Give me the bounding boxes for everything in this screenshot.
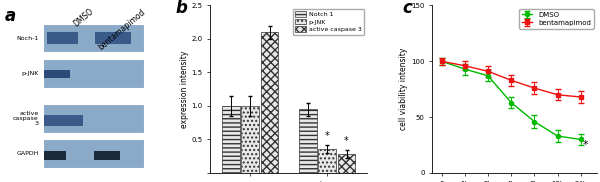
Y-axis label: cell viability intensity: cell viability intensity <box>400 48 409 130</box>
Bar <box>43 59 144 88</box>
Text: bentamapimod: bentamapimod <box>97 7 148 52</box>
Text: *: * <box>344 136 349 146</box>
Bar <box>43 139 144 168</box>
Bar <box>47 32 79 44</box>
Bar <box>338 154 355 173</box>
Text: *: * <box>325 131 329 141</box>
Bar <box>94 151 119 159</box>
Text: *: * <box>583 140 589 150</box>
Bar <box>43 104 144 133</box>
Bar <box>319 149 336 173</box>
Legend: DMSO, bentamapimod: DMSO, bentamapimod <box>519 9 593 29</box>
Text: p-JNK: p-JNK <box>21 71 38 76</box>
Bar <box>260 32 278 173</box>
Text: DMSO: DMSO <box>71 7 95 29</box>
Bar <box>241 106 259 173</box>
Y-axis label: expression intensity: expression intensity <box>179 50 188 128</box>
Text: b: b <box>176 0 187 17</box>
Legend: Notch 1, p-JNK, active caspase 3: Notch 1, p-JNK, active caspase 3 <box>293 9 364 35</box>
Text: Noch-1: Noch-1 <box>16 36 38 41</box>
Bar <box>44 151 65 159</box>
Text: c: c <box>403 0 413 17</box>
Bar <box>44 70 70 78</box>
Bar <box>299 109 317 173</box>
Bar <box>44 115 83 126</box>
Bar <box>95 32 131 44</box>
Bar <box>222 106 240 173</box>
Text: active
caspase
3: active caspase 3 <box>13 111 38 126</box>
Text: a: a <box>4 7 16 25</box>
Text: GAPDH: GAPDH <box>16 151 38 156</box>
Bar <box>43 24 144 52</box>
